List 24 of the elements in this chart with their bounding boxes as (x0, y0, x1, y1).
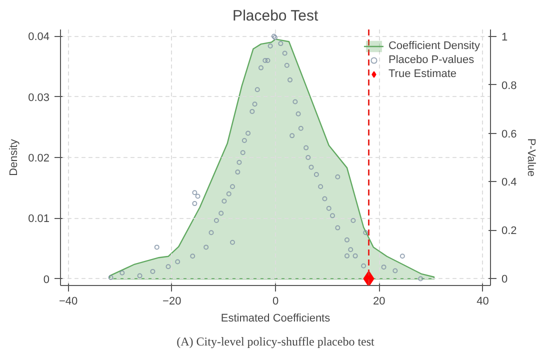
x-tick-label: 20 (372, 296, 386, 308)
y-tick-label: 0.03 (28, 92, 50, 104)
text: (A) City-level policy-shuffle placebo test (176, 334, 376, 348)
x-axis-title: Estimated Coefficients (220, 312, 331, 324)
y2-tick-label: 0.2 (502, 225, 517, 238)
legend-label: True Estimate (388, 67, 457, 81)
y-axis-title: Density (8, 138, 20, 176)
x-tick-label: −40 (58, 296, 78, 308)
y2-tick-label: 0.8 (502, 80, 517, 92)
y-tick-label: 0.04 (28, 31, 50, 44)
y2-tick-label: 0.4 (502, 176, 517, 189)
y-tick-label: 0.01 (28, 213, 50, 226)
x-tick-label: 40 (476, 296, 489, 308)
x-tick-label: 0 (272, 296, 279, 308)
chart-title: Placebo Test (232, 8, 320, 24)
y-tick-label: 0 (43, 274, 50, 286)
legend-label: Placebo P-values (388, 53, 474, 67)
x-tick-label: −20 (162, 296, 182, 308)
y-tick-label: 0.02 (28, 152, 50, 164)
y2-tick-label: 0 (502, 274, 508, 286)
y2-axis-title: P-Value (524, 138, 537, 177)
y2-tick-label: 1 (502, 31, 508, 44)
y2-tick-label: 0.6 (502, 128, 517, 140)
legend-label: Coefficient Density (388, 39, 480, 53)
